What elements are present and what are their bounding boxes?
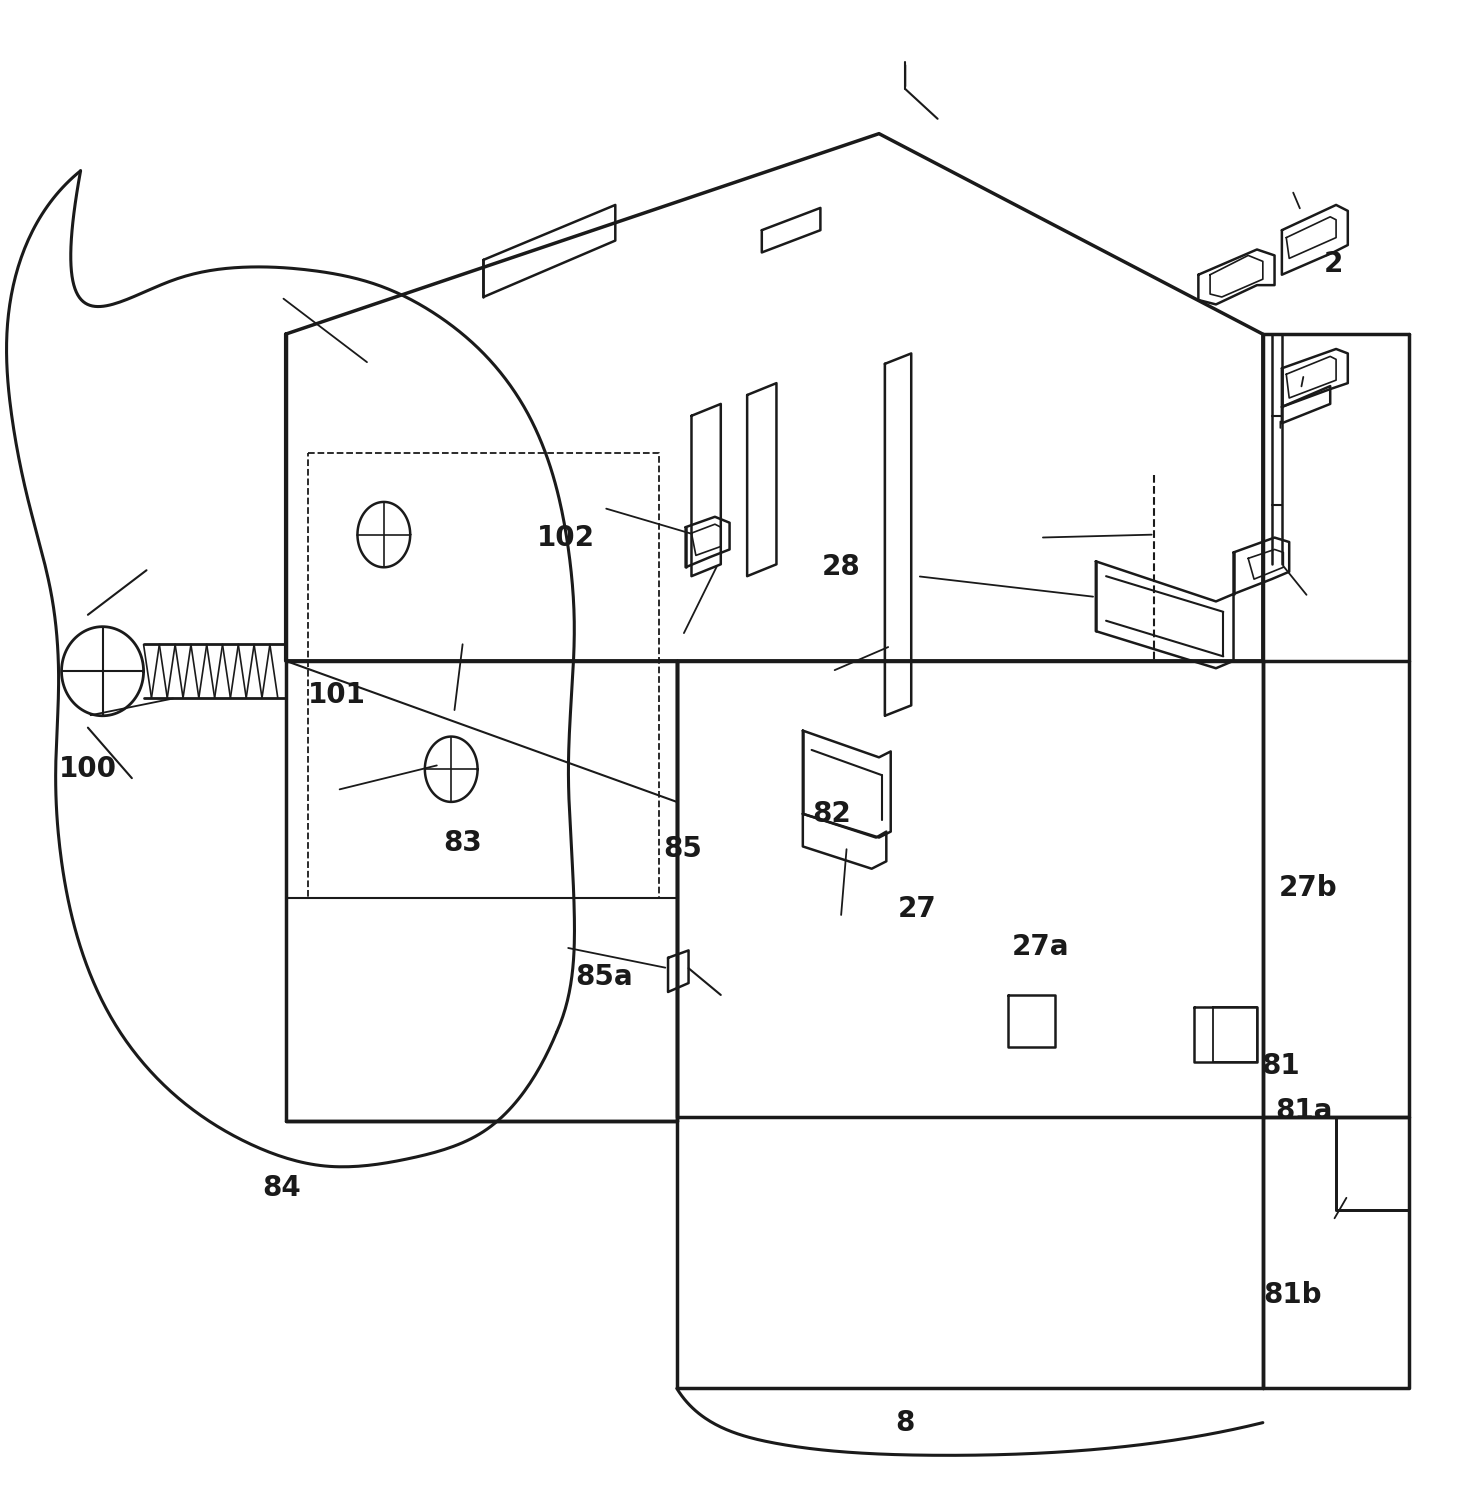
- Text: 28: 28: [822, 554, 860, 581]
- Text: 81a: 81a: [1275, 1097, 1333, 1124]
- Text: 2: 2: [1323, 251, 1343, 278]
- Text: 85: 85: [664, 836, 702, 863]
- Text: 85a: 85a: [574, 964, 633, 990]
- Text: 101: 101: [308, 682, 366, 708]
- Text: 83: 83: [444, 830, 482, 857]
- Text: 102: 102: [536, 524, 595, 551]
- Text: 81b: 81b: [1263, 1282, 1321, 1308]
- Text: 27: 27: [898, 895, 936, 922]
- Text: 81: 81: [1261, 1053, 1299, 1080]
- Text: 27a: 27a: [1011, 934, 1069, 961]
- Text: 82: 82: [813, 800, 851, 827]
- Text: 100: 100: [59, 756, 117, 783]
- Text: 84: 84: [262, 1175, 300, 1201]
- Text: 8: 8: [895, 1409, 916, 1436]
- Text: 27b: 27b: [1279, 875, 1338, 901]
